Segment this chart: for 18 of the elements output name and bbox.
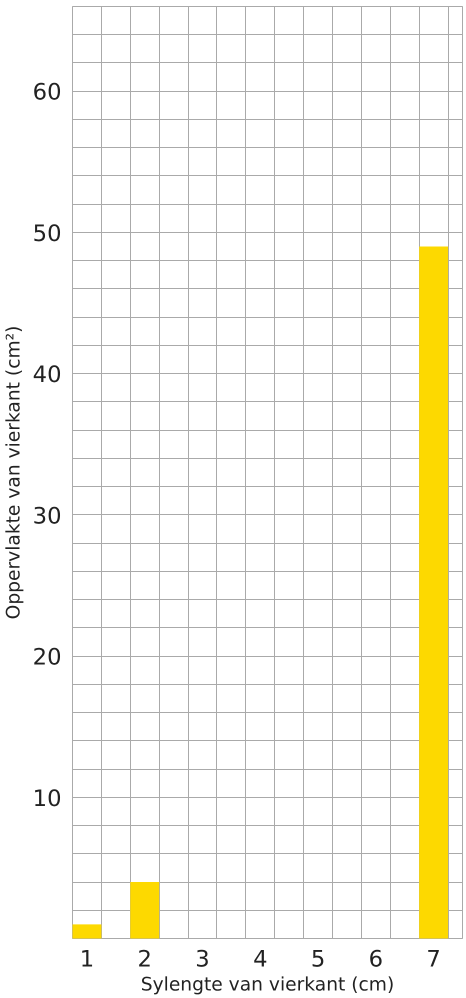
- x-axis-title: Sylengte van vierkant (cm): [140, 974, 394, 996]
- x-tick-label: 3: [195, 946, 210, 972]
- x-tick-label: 6: [368, 946, 384, 972]
- bar: [130, 882, 160, 938]
- y-tick-label: 60: [32, 80, 62, 106]
- x-tick-label: 2: [138, 946, 152, 972]
- y-tick-label: 20: [32, 644, 62, 671]
- x-tick-label: 7: [426, 946, 441, 972]
- x-tick-label: 1: [80, 946, 94, 972]
- y-tick-label: 10: [32, 786, 62, 812]
- x-tick-label: 5: [310, 946, 326, 972]
- y-axis-title: Oppervlakte van vierkant (cm²): [4, 326, 25, 620]
- y-tick-label: 50: [32, 220, 62, 247]
- y-tick-label: 30: [32, 503, 62, 530]
- bar: [419, 246, 448, 938]
- bar: [72, 924, 102, 938]
- y-tick-label: 40: [32, 362, 62, 388]
- x-tick-label: 4: [253, 946, 268, 972]
